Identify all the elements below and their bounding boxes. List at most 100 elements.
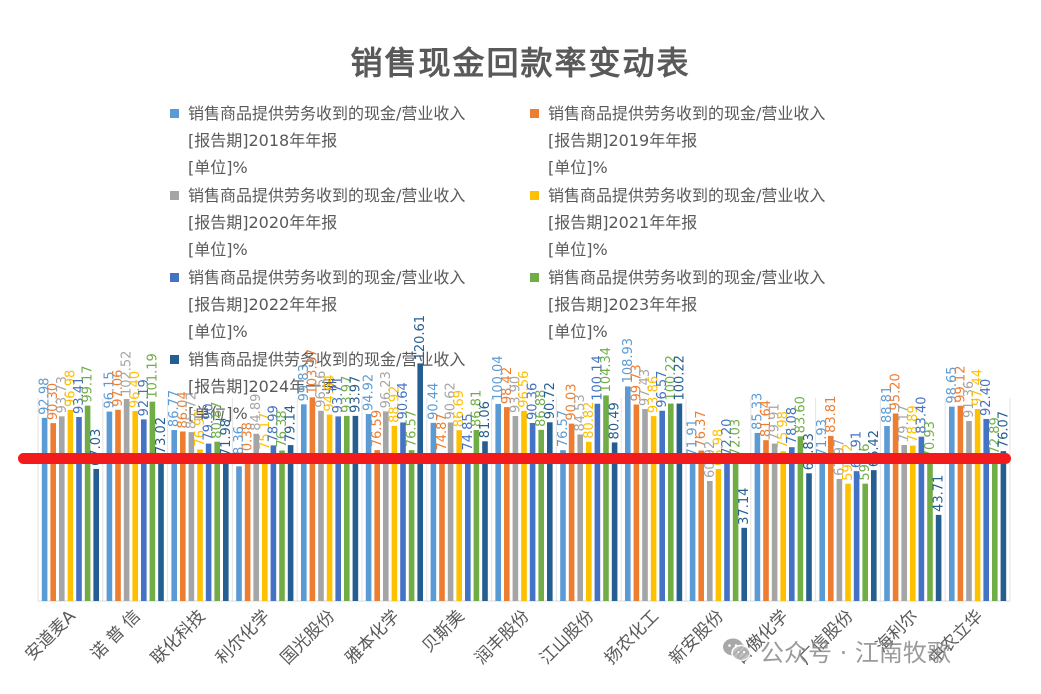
bar — [625, 386, 631, 601]
data-label: 96.56 — [517, 371, 532, 408]
data-label: 86.81 — [469, 390, 484, 427]
data-label: 90.72 — [543, 382, 558, 419]
bar — [383, 411, 389, 601]
data-label: 81.64 — [759, 400, 774, 437]
data-label: 90.30 — [46, 383, 61, 420]
bar — [504, 407, 510, 601]
bar — [188, 432, 195, 601]
data-label: 73.02 — [154, 417, 169, 454]
bar — [512, 416, 519, 601]
data-label: 79.90 — [202, 403, 217, 440]
bar — [391, 425, 398, 601]
data-label: 91.36 — [962, 381, 977, 418]
bar — [132, 411, 138, 601]
legend-swatch — [530, 273, 539, 282]
bar — [465, 453, 471, 601]
bar — [845, 483, 851, 601]
data-label: 76.57 — [556, 410, 571, 447]
data-label: 76.57 — [405, 410, 420, 447]
data-label: 75.17 — [258, 413, 273, 450]
data-label: 96.40 — [128, 371, 143, 408]
data-label: 100.22 — [672, 355, 687, 401]
legend-swatch — [530, 191, 539, 200]
data-label: 98.65 — [945, 366, 960, 403]
data-label: 93.90 — [508, 376, 523, 413]
data-label: 120.61 — [413, 315, 428, 361]
data-label: 93.97 — [340, 376, 355, 413]
data-label: 86.88 — [534, 390, 549, 427]
bar — [158, 457, 164, 601]
category-label: 润丰股份 — [471, 606, 533, 668]
bar — [430, 422, 437, 601]
data-label: 96.98 — [63, 370, 78, 407]
legend-label: 销售商品提供劳务收到的现金/营业收入 [报告期]2023年年报 [单位]% — [548, 268, 826, 341]
data-label: 76.59 — [370, 410, 385, 447]
data-label: 97.44 — [971, 369, 986, 406]
wechat-icon — [723, 638, 751, 662]
red-highlight-line — [18, 453, 1011, 464]
bar — [935, 514, 942, 601]
data-label: 98.42 — [500, 367, 515, 404]
bar — [67, 409, 74, 601]
data-label: 71.91 — [686, 419, 701, 456]
data-label: 79.14 — [284, 405, 299, 442]
bar — [50, 423, 56, 601]
bar — [957, 405, 964, 601]
data-label: 84.89 — [249, 394, 264, 431]
data-label: 108.93 — [621, 338, 636, 384]
category-label: 贝斯美 — [419, 606, 469, 656]
bar — [797, 436, 804, 601]
data-label: 85.72 — [184, 392, 199, 429]
legend-item: 销售商品提供劳务收到的现金/营业收入 [报告期]2018年年报 [单位]% — [170, 100, 530, 181]
legend-item: 销售商品提供劳务收到的现金/营业收入 [报告期]2022年年报 [单位]% — [170, 264, 530, 345]
bar — [521, 410, 527, 601]
data-label: 93.41 — [72, 377, 87, 414]
bar — [93, 468, 99, 601]
data-label: 96.15 — [102, 371, 117, 408]
bar — [538, 429, 544, 601]
bar — [698, 450, 704, 601]
bar — [586, 441, 592, 601]
data-label: 90.64 — [396, 382, 411, 419]
legend-item: 销售商品提供劳务收到的现金/营业收入 [报告期]2023年年报 [单位]% — [530, 264, 890, 345]
bar — [59, 416, 65, 601]
data-label: 96.56 — [314, 371, 329, 408]
data-label: 70.93 — [923, 421, 938, 458]
bar — [456, 430, 462, 601]
bar — [771, 443, 778, 601]
bar — [577, 434, 583, 601]
bar — [974, 409, 981, 601]
category-label: 扬农化工 — [601, 606, 663, 668]
data-label: 86.69 — [452, 390, 467, 427]
data-label: 94.92 — [362, 374, 377, 411]
data-label: 80.87 — [210, 401, 225, 438]
data-label: 78.08 — [785, 407, 800, 444]
bar — [84, 405, 91, 601]
bar — [344, 415, 350, 601]
bar — [650, 416, 657, 601]
bar — [910, 445, 916, 601]
bar — [447, 422, 454, 601]
data-label: 74.85 — [461, 413, 476, 450]
data-label: 96.23 — [379, 371, 394, 408]
data-label: 75.98 — [776, 411, 791, 448]
bar — [408, 450, 415, 601]
bar — [123, 399, 130, 601]
bar — [495, 403, 501, 601]
category-label: 新安股份 — [666, 606, 728, 668]
data-label: 93.97 — [348, 376, 363, 413]
bar — [352, 415, 359, 601]
data-label: 88.81 — [880, 386, 895, 423]
bar — [171, 430, 177, 601]
bar — [707, 480, 713, 601]
bar — [547, 422, 553, 601]
legend-label: 销售商品提供劳务收到的现金/营业收入 [报告期]2020年年报 [单位]% — [188, 186, 466, 259]
bar — [668, 403, 674, 601]
data-label: 76.37 — [694, 410, 709, 447]
bar — [754, 432, 761, 601]
bar — [763, 440, 769, 601]
data-label: 79.17 — [897, 405, 912, 442]
bar — [901, 445, 907, 601]
bar — [106, 411, 113, 601]
bar — [642, 409, 648, 601]
